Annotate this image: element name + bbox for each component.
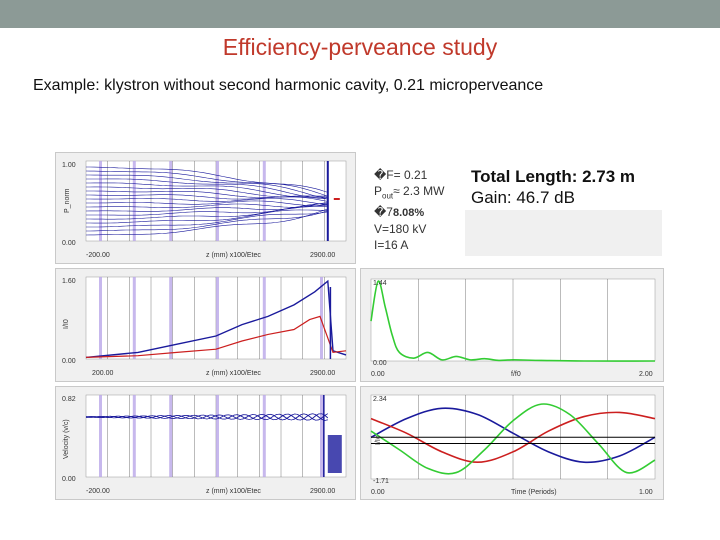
cavity-marker-2 <box>132 161 136 241</box>
power-plot-ylabel: P_norm <box>64 188 71 213</box>
power-plot-traces <box>85 161 340 241</box>
waveform-plot-ymax: 2.34 <box>373 396 387 403</box>
spectrum-plot-xlabel: f/f0 <box>511 371 521 378</box>
waveform-plot-ylabel: I/Ic <box>375 435 382 445</box>
power-trajectory <box>86 166 328 193</box>
power-trajectory <box>86 203 328 209</box>
cavity-marker-1 <box>99 161 102 241</box>
waveform-plot-traces <box>370 395 656 479</box>
spectrum-series-spectrum <box>370 280 656 362</box>
waveform-plot-ymin: -1.71 <box>373 478 389 485</box>
current-plot-ymin: 0.00 <box>62 358 76 365</box>
waveform-series-blue <box>370 407 656 464</box>
efficiency: �78.08% <box>374 205 425 220</box>
velocity-plot-ymin: 0.00 <box>62 476 76 483</box>
current-plot: 1.60 0.00 I/I0 200.00 z (mm) x100/Etec 2… <box>62 276 347 377</box>
current-plot-xlabel: z (mm) x100/Etec <box>206 370 261 377</box>
velocity-plot: 0.82 0.00 Velocity (v/c) -200.00 z (mm) … <box>62 394 347 495</box>
power-plot-ymax: 1.00 <box>62 162 76 169</box>
power-trajectory <box>86 200 328 207</box>
power-trajectory <box>86 209 328 224</box>
spectrum-plot-xmin: 0.00 <box>371 371 385 378</box>
cavity-marker-3 <box>169 395 173 477</box>
waveform-series-green <box>370 403 656 475</box>
cavity-marker-6 <box>320 395 323 477</box>
power-plot-xlabel: z (mm) x100/Etec <box>206 252 261 259</box>
waveform-plot: 2.34 -1.71 I/Ic 0.00 Time (Periods) 1.00 <box>370 394 656 496</box>
velocity-plot-ymax: 0.82 <box>62 396 76 403</box>
current-plot-ylabel: I/I0 <box>63 319 70 329</box>
spectrum-plot-traces <box>370 279 656 362</box>
cavity-marker-4 <box>216 277 219 359</box>
power-trajectory <box>86 211 328 228</box>
cavity-marker-2 <box>132 395 136 477</box>
cavity-marker-5 <box>262 395 266 477</box>
power-trajectory <box>85 208 328 236</box>
current-plot-traces <box>85 277 347 359</box>
waveform-plot-xmax: 1.00 <box>639 489 653 496</box>
power-plot: 1.00 0.00 P_norm -200.00 z (mm) x100/Ete… <box>62 160 347 259</box>
cavity-marker-1 <box>99 395 102 477</box>
spectrum-plot-panel: 1.44 0.00 0.00 f/f0 2.00 <box>360 268 664 382</box>
spectrum-plot-ymax: 1.44 <box>373 280 387 287</box>
cavity-marker-3 <box>169 277 173 359</box>
power-trajectory <box>86 198 328 205</box>
current-harmonic-trace <box>85 315 347 358</box>
voltage: V=180 kV <box>374 222 427 237</box>
power-trajectory <box>86 178 328 200</box>
current-plot-ymax: 1.60 <box>62 278 76 285</box>
cavity-marker-1 <box>99 277 102 359</box>
waveform-plot-xmin: 0.00 <box>371 489 385 496</box>
cavity-marker-2 <box>132 277 136 359</box>
current-plot-xmin: 200.00 <box>92 370 114 377</box>
cavity-marker-6 <box>320 277 323 359</box>
parameters-box-shade <box>465 210 662 256</box>
gain: Gain: 46.7 dB <box>471 188 575 207</box>
velocity-plot-ylabel: Velocity (v/c) <box>63 419 70 459</box>
current-fundamental-trace <box>85 279 347 359</box>
cavity-marker-3 <box>169 161 173 241</box>
velocity-plot-panel: 0.82 0.00 Velocity (v/c) -200.00 z (mm) … <box>55 386 356 500</box>
power-plot-xmax: 2900.00 <box>310 252 335 259</box>
waveform-plot-xlabel: Time (Periods) <box>511 489 557 496</box>
velocity-spread <box>327 435 342 473</box>
velocity-plot-xmin: -200.00 <box>86 488 110 495</box>
power-plot-panel: 1.00 0.00 P_norm -200.00 z (mm) x100/Ete… <box>55 152 356 264</box>
waveform-plot-panel: 2.34 -1.71 I/Ic 0.00 Time (Periods) 1.00 <box>360 386 664 500</box>
current-plot-xmax: 2900.00 <box>310 370 335 377</box>
power-plot-ymin: 0.00 <box>62 240 76 247</box>
power-trajectory <box>86 194 328 202</box>
velocity-plot-traces <box>85 395 342 477</box>
total-length: Total Length: 2.73 m <box>471 167 636 186</box>
velocity-trajectory <box>85 413 328 421</box>
power-trajectory <box>86 205 328 220</box>
cavity-marker-4 <box>216 395 219 477</box>
slide-subtitle: Example: klystron without second harmoni… <box>33 77 544 94</box>
power-plot-xmin: -200.00 <box>86 252 110 259</box>
summary: Total Length: 2.73 m Gain: 46.7 dB <box>471 166 635 208</box>
output-power: Pout≈ 2.3 MW <box>374 184 445 201</box>
power-trajectory <box>86 174 328 200</box>
beam-parameters: �F= 0.21 Pout≈ 2.3 MW �78.08% V=180 kV I… <box>374 167 466 253</box>
current-plot-panel: 1.60 0.00 I/I0 200.00 z (mm) x100/Etec 2… <box>55 268 356 382</box>
slide-header-bar <box>0 0 720 28</box>
parameters-box: �F= 0.21 Pout≈ 2.3 MW �78.08% V=180 kV I… <box>365 162 662 256</box>
spectrum-plot: 1.44 0.00 0.00 f/f0 2.00 <box>370 278 656 378</box>
spectrum-plot-xmax: 2.00 <box>639 371 653 378</box>
cavity-marker-4 <box>216 161 219 241</box>
waveform-series-red <box>370 411 656 464</box>
power-trajectory <box>86 210 328 232</box>
velocity-plot-xmax: 2900.00 <box>310 488 335 495</box>
slide-title: Efficiency-perveance study <box>222 34 498 60</box>
velocity-plot-xlabel: z (mm) x100/Etec <box>206 488 261 495</box>
power-trajectory <box>86 182 328 198</box>
power-trajectory <box>85 170 328 197</box>
current: I=16 A <box>374 238 409 253</box>
perveance-value: �F= 0.21 <box>374 168 428 182</box>
spectrum-plot-ymin: 0.00 <box>373 360 387 367</box>
